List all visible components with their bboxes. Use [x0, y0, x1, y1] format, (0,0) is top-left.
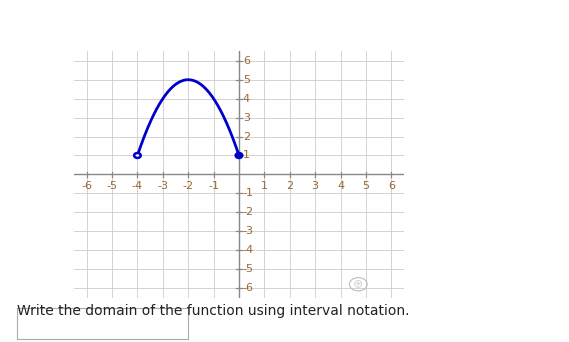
Text: -1: -1 [208, 181, 219, 191]
Text: -5: -5 [106, 181, 118, 191]
Text: 5: 5 [243, 75, 250, 85]
Text: 6: 6 [388, 181, 395, 191]
Text: ⊕: ⊕ [353, 278, 364, 291]
Text: -3: -3 [157, 181, 168, 191]
Text: Write the domain of the function using interval notation.: Write the domain of the function using i… [17, 304, 410, 318]
Text: -2: -2 [243, 207, 254, 217]
Text: -1: -1 [243, 188, 254, 198]
Text: 4: 4 [337, 181, 344, 191]
Text: 3: 3 [243, 113, 250, 122]
Text: -2: -2 [183, 181, 194, 191]
Text: 3: 3 [312, 181, 319, 191]
Text: 1: 1 [261, 181, 268, 191]
Text: -4: -4 [132, 181, 143, 191]
Text: -6: -6 [81, 181, 92, 191]
Text: -4: -4 [243, 245, 254, 255]
Text: -6: -6 [243, 283, 254, 293]
Circle shape [236, 153, 242, 158]
Circle shape [134, 153, 141, 158]
Text: -3: -3 [243, 226, 254, 236]
Text: 2: 2 [243, 132, 250, 142]
Text: 4: 4 [243, 94, 250, 104]
Text: -5: -5 [243, 264, 254, 274]
Text: 5: 5 [362, 181, 369, 191]
Text: 6: 6 [243, 56, 250, 66]
Text: 1: 1 [243, 150, 250, 160]
Text: 2: 2 [286, 181, 293, 191]
